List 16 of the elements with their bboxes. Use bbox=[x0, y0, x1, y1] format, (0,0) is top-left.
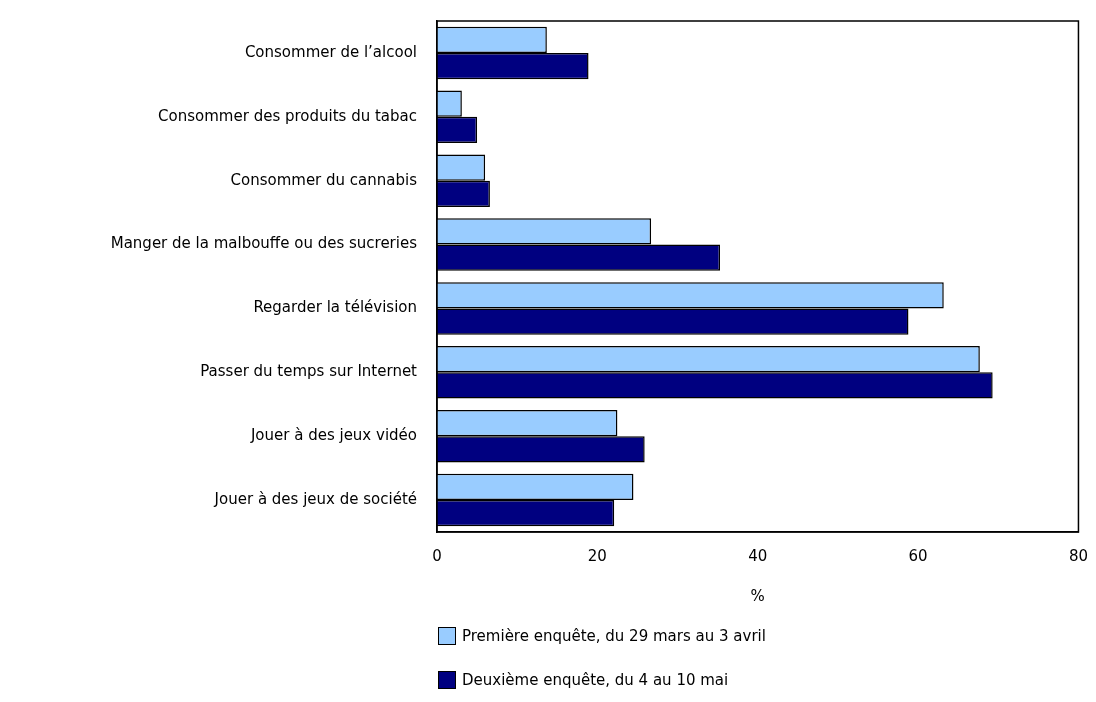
y-tick-label: Jouer à des jeux vidéo bbox=[249, 426, 417, 445]
legend-label: Deuxième enquête, du 4 au 10 mai bbox=[462, 671, 729, 689]
y-tick-label: Consommer des produits du tabac bbox=[158, 106, 417, 125]
legend-label: Première enquête, du 29 mars au 3 avril bbox=[462, 627, 766, 645]
y-tick-label: Manger de la malbouffe ou des sucreries bbox=[110, 234, 418, 253]
y-tick-label: Passer du temps sur Internet bbox=[200, 362, 418, 381]
x-tick-label: 0 bbox=[432, 546, 442, 565]
y-tick-label: Consommer du cannabis bbox=[230, 170, 418, 189]
x-tick-label: 20 bbox=[587, 546, 607, 565]
x-tick-label: 60 bbox=[908, 546, 928, 565]
x-tick-label: 40 bbox=[748, 546, 768, 565]
y-tick-label: Regarder la télévision bbox=[253, 298, 417, 317]
y-tick-label: Consommer de l’alcool bbox=[244, 42, 417, 61]
x-axis-title: % bbox=[750, 586, 765, 605]
x-tick-label: 80 bbox=[1068, 546, 1088, 565]
y-tick-label: Jouer à des jeux de société bbox=[213, 489, 417, 508]
